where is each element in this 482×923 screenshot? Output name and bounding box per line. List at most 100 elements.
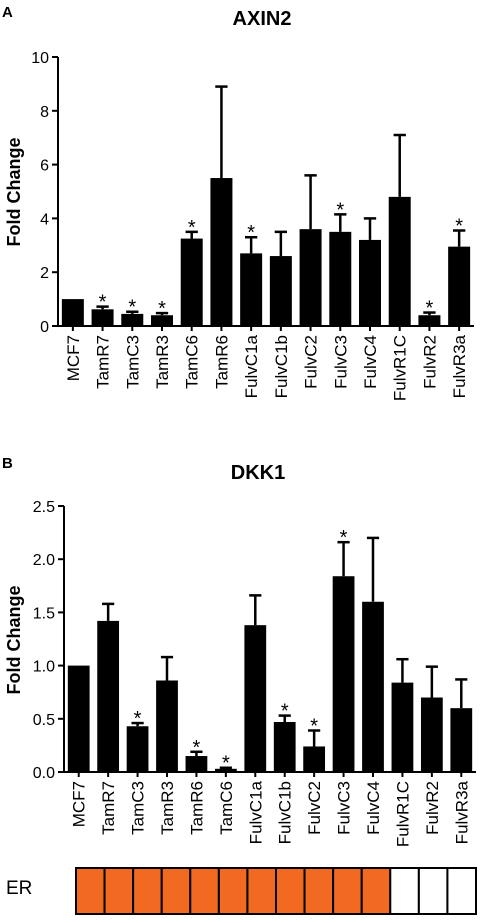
y-tick-label: 10 bbox=[31, 50, 49, 67]
bar-fulvc1a bbox=[244, 625, 267, 772]
y-tick-label: 1.5 bbox=[33, 605, 55, 622]
y-tick-label: 8 bbox=[40, 104, 49, 121]
significance-marker: * bbox=[99, 292, 107, 314]
y-tick-label: 0 bbox=[40, 319, 49, 336]
bar-fulvc4 bbox=[362, 601, 384, 772]
y-tick-label: 1.0 bbox=[33, 659, 55, 676]
bar-fulvc3 bbox=[332, 576, 355, 772]
panel-b-letter: B bbox=[2, 455, 13, 472]
significance-marker: * bbox=[340, 527, 348, 549]
bar-fulvc2 bbox=[303, 746, 326, 772]
bar-fulvc1a bbox=[240, 253, 263, 326]
category-label: FulvR2 bbox=[420, 335, 439, 389]
er-negative-cell bbox=[417, 867, 449, 915]
bar-fulvr2 bbox=[418, 315, 441, 326]
bar-fulvc1b bbox=[273, 721, 296, 772]
category-label: MCF7 bbox=[70, 781, 89, 827]
bar-mcf7 bbox=[67, 665, 90, 772]
bar-tamr3 bbox=[156, 680, 178, 772]
y-tick-label: 4 bbox=[40, 211, 49, 228]
category-label: FulvC1b bbox=[272, 335, 291, 398]
er-strip bbox=[75, 867, 477, 915]
bar-fulvr3a bbox=[448, 246, 471, 326]
category-label: FulvC4 bbox=[364, 781, 383, 835]
significance-marker: * bbox=[128, 297, 136, 319]
chart-a-ylabel: Fold Change bbox=[4, 138, 24, 247]
er-positive-cell bbox=[75, 867, 106, 915]
significance-marker: * bbox=[281, 701, 289, 723]
category-label: TamR7 bbox=[99, 781, 118, 835]
category-label: TamC6 bbox=[183, 335, 202, 389]
category-label: FulvC1a bbox=[242, 334, 261, 398]
significance-marker: * bbox=[247, 222, 255, 244]
y-tick-label: 0.0 bbox=[33, 765, 55, 782]
bar-fulvc1b bbox=[269, 256, 292, 326]
er-positive-cell bbox=[160, 867, 192, 915]
y-tick-label: 2.0 bbox=[33, 552, 55, 569]
y-tick-label: 2 bbox=[40, 265, 49, 282]
bar-tamr6 bbox=[185, 756, 208, 772]
category-label: TamR3 bbox=[158, 781, 177, 835]
category-label: FulvC1a bbox=[246, 780, 265, 844]
category-label: FulvR3a bbox=[450, 334, 469, 398]
category-label: FulvR1C bbox=[391, 335, 410, 401]
bar-tamc6 bbox=[214, 768, 237, 772]
er-positive-cell bbox=[103, 867, 135, 915]
chart-b-plot: 0.0 0.5 1.0 1.5 2.0 2.5 MCF7 TamR7 * TamC3 TamR3 * T… bbox=[33, 499, 476, 847]
bar-tamc6 bbox=[180, 238, 203, 326]
category-label: FulvC2 bbox=[302, 335, 321, 389]
significance-marker: * bbox=[222, 753, 230, 775]
y-tick-label: 6 bbox=[40, 158, 49, 175]
category-label: FulvC3 bbox=[331, 335, 350, 389]
bar-tamr7 bbox=[97, 620, 120, 772]
significance-marker: * bbox=[193, 737, 201, 759]
category-label: TamC3 bbox=[129, 781, 148, 835]
significance-marker: * bbox=[158, 298, 166, 320]
er-positive-cell bbox=[189, 867, 220, 915]
chart-a-title: AXIN2 bbox=[233, 8, 292, 30]
bar-fulvr1c bbox=[391, 682, 414, 772]
significance-marker: * bbox=[310, 716, 318, 738]
er-positive-cell bbox=[332, 867, 363, 915]
bar-fulvr3a bbox=[450, 708, 473, 772]
category-label: FulvR3a bbox=[452, 780, 471, 844]
category-label: TamR6 bbox=[187, 781, 206, 835]
bar-fulvc4 bbox=[359, 239, 381, 326]
category-label: TamR6 bbox=[212, 335, 231, 389]
er-negative-cell bbox=[446, 867, 477, 915]
y-tick-label: 0.5 bbox=[33, 712, 55, 729]
category-label: FulvC1b bbox=[276, 781, 295, 844]
category-label: MCF7 bbox=[64, 335, 83, 381]
category-label: TamC6 bbox=[217, 781, 236, 835]
category-label: FulvR1C bbox=[393, 781, 412, 847]
significance-marker: * bbox=[134, 708, 142, 730]
er-positive-cell bbox=[217, 867, 249, 915]
chart-b-title: DKK1 bbox=[231, 462, 285, 484]
category-label: TamR3 bbox=[153, 335, 172, 389]
category-label: FulvC3 bbox=[335, 781, 354, 835]
significance-marker: * bbox=[336, 199, 344, 221]
bar-fulvr1c bbox=[388, 196, 411, 326]
significance-marker: * bbox=[426, 298, 434, 320]
bar-fulvr2 bbox=[420, 697, 443, 772]
er-positive-cell bbox=[303, 867, 335, 915]
significance-marker: * bbox=[455, 216, 463, 238]
er-positive-cell bbox=[132, 867, 163, 915]
category-label: TamC3 bbox=[123, 335, 142, 389]
significance-marker: * bbox=[188, 217, 196, 239]
chart-a-plot: 0 2 4 6 8 10 MCF7 * TamR7 * TamC3 * TamR3 * TamC6 TamR6… bbox=[31, 50, 474, 401]
bar-tamr3 bbox=[151, 315, 173, 326]
chart-b-ylabel: Fold Change bbox=[4, 586, 24, 695]
bar-tamr6 bbox=[210, 178, 233, 326]
bar-tamr7 bbox=[91, 309, 114, 326]
category-label: FulvC2 bbox=[305, 781, 324, 835]
er-strip-label: ER bbox=[6, 878, 32, 899]
er-positive-cell bbox=[246, 867, 278, 915]
category-label: FulvC4 bbox=[361, 335, 380, 389]
er-negative-cell bbox=[389, 867, 420, 915]
er-positive-cell bbox=[360, 867, 392, 915]
category-label: TamR7 bbox=[94, 335, 113, 389]
category-label: FulvR2 bbox=[423, 781, 442, 835]
bar-tamc3 bbox=[126, 726, 149, 772]
